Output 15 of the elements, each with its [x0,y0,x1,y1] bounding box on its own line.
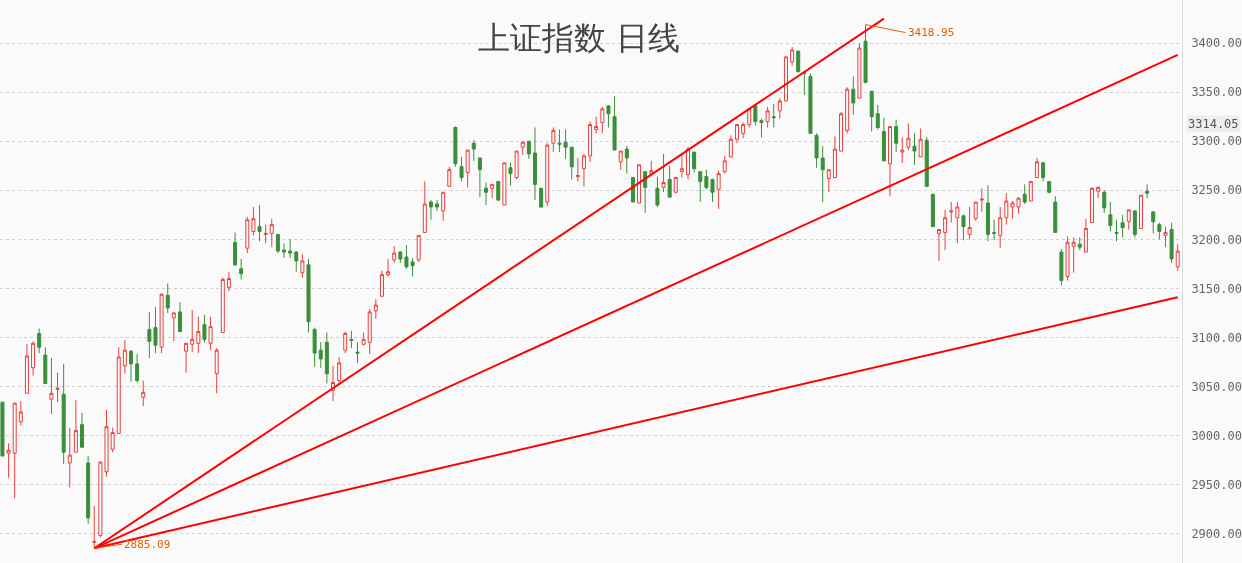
y-tick-label: 3050.00 [1191,379,1242,394]
y-tick-label: 3200.00 [1191,232,1242,247]
y-tick-label: 3400.00 [1191,36,1242,51]
y-tick-label: 3350.00 [1191,85,1242,100]
y-tick-label: 3100.00 [1191,330,1242,345]
y-tick-label: 2900.00 [1191,526,1242,541]
y-tick-label: 3250.00 [1191,183,1242,198]
y-tick-label: 3300.00 [1191,134,1242,149]
annotation: 2885.09 [124,538,171,551]
annotation: 3418.95 [908,26,955,39]
text: 3314.05 [1188,117,1239,131]
y-tick-label: 2950.00 [1191,477,1242,492]
text: 上证指数 日线 [478,19,681,57]
y-tick-label: 3150.00 [1191,281,1242,296]
y-tick-label: 3000.00 [1191,428,1242,443]
